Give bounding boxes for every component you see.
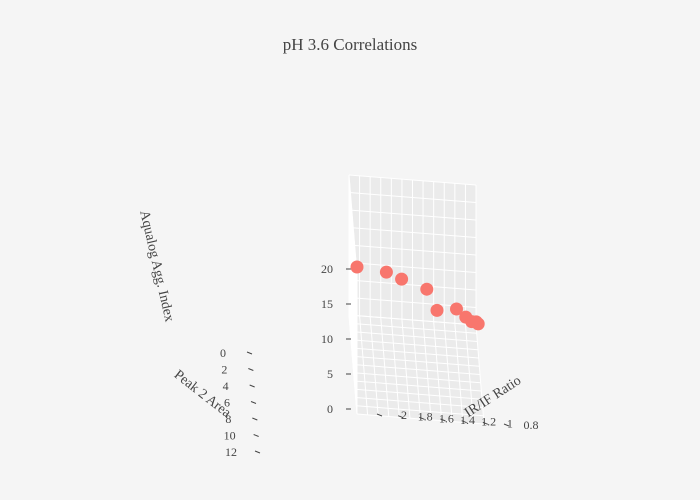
x-tick-mark: [246, 351, 253, 355]
x-tick-label: 12: [225, 445, 237, 459]
gridline-z-right: [348, 244, 477, 256]
y-tick-mark: [503, 423, 510, 427]
chart-title: pH 3.6 Correlations: [283, 35, 418, 54]
data-point[interactable]: [430, 303, 444, 317]
gridline-z-right: [348, 209, 477, 221]
gridline-y-floor: [454, 323, 464, 423]
data-point[interactable]: [450, 302, 463, 316]
gridline-z-left: [348, 297, 358, 397]
gridline-z-right: [348, 174, 477, 186]
y-tick-mark: [376, 413, 383, 417]
chart-tick-labels: 0 5 10 15 20 0 2 4 6 8 10 12 0.8 1 1.2 1.4 1.6 1.8 2: [220, 262, 539, 459]
data-point[interactable]: [350, 260, 364, 274]
x-tick-mark: [252, 417, 258, 421]
y-tick-label: 2: [401, 408, 407, 422]
x-tick-label: 6: [224, 396, 230, 410]
x-tick-mark: [250, 401, 257, 404]
gridline-y-floor: [359, 315, 369, 415]
y-tick-mark: [397, 415, 404, 419]
gridline-z-left: [348, 227, 358, 327]
gridline-z-left: [348, 314, 358, 415]
gridline-y-floor: [401, 319, 411, 419]
gridline-y-floor: [475, 324, 485, 425]
data-point[interactable]: [420, 282, 434, 296]
y-tick-label: 1.4: [460, 413, 475, 427]
y-tick-mark: [482, 421, 489, 425]
y-tick-mark: [440, 418, 446, 422]
x-tick-mark: [249, 384, 255, 388]
y-tick-mark: [419, 416, 425, 420]
x-tick-mark: [248, 368, 254, 371]
z-tick-label: 0: [327, 402, 333, 416]
z-tick-label: 10: [321, 332, 333, 346]
gridline-z-right: [348, 227, 477, 238]
gridline-y-floor: [369, 316, 379, 416]
gridline-z-left: [348, 279, 358, 380]
gridline-z-left: [348, 192, 358, 292]
gridline-y-floor: [443, 322, 453, 422]
y-tick-mark: [461, 420, 467, 424]
x-tick-mark: [254, 450, 261, 454]
y-tick-label: 1.2: [481, 415, 496, 429]
x-tick-mark: [253, 434, 259, 437]
gridline-z-right: [348, 192, 477, 203]
y-tick-label: 1: [507, 416, 513, 430]
z-tick-label: 20: [321, 262, 333, 276]
gridline-y-floor: [380, 317, 390, 417]
x-tick-label: 8: [225, 412, 231, 426]
y-tick-label: 1.8: [418, 410, 433, 424]
data-point[interactable]: [395, 272, 409, 286]
x-tick-label: 2: [221, 363, 227, 377]
y-tick-label: 1.6: [439, 411, 454, 425]
gridline-z-left: [348, 174, 358, 275]
z-tick-label: 15: [321, 297, 333, 311]
gridline-z-left: [348, 209, 358, 310]
z-tick-label: 5: [327, 367, 333, 381]
gridline-z-right: [348, 279, 477, 291]
gridline-y-floor: [390, 318, 400, 418]
data-point[interactable]: [379, 265, 393, 279]
scatter-series: [350, 260, 485, 331]
z-axis-title: Aqualog Agg. Index: [136, 209, 176, 323]
x-tick-label: 4: [223, 379, 229, 393]
gridline-z-left: [348, 244, 358, 345]
gridline-z-right: [348, 262, 477, 273]
gridline-y-floor: [464, 324, 474, 424]
gridline-y-floor: [433, 321, 443, 421]
gridline-z-left: [348, 262, 358, 362]
gridline-z-right: [348, 314, 477, 326]
y-tick-label: 0.8: [524, 418, 539, 432]
gridline-y-floor: [412, 319, 421, 420]
gridline-y-floor: [422, 320, 432, 420]
x-tick-label: 0: [220, 346, 226, 360]
data-point[interactable]: [465, 315, 479, 329]
x-tick-label: 10: [224, 429, 236, 443]
